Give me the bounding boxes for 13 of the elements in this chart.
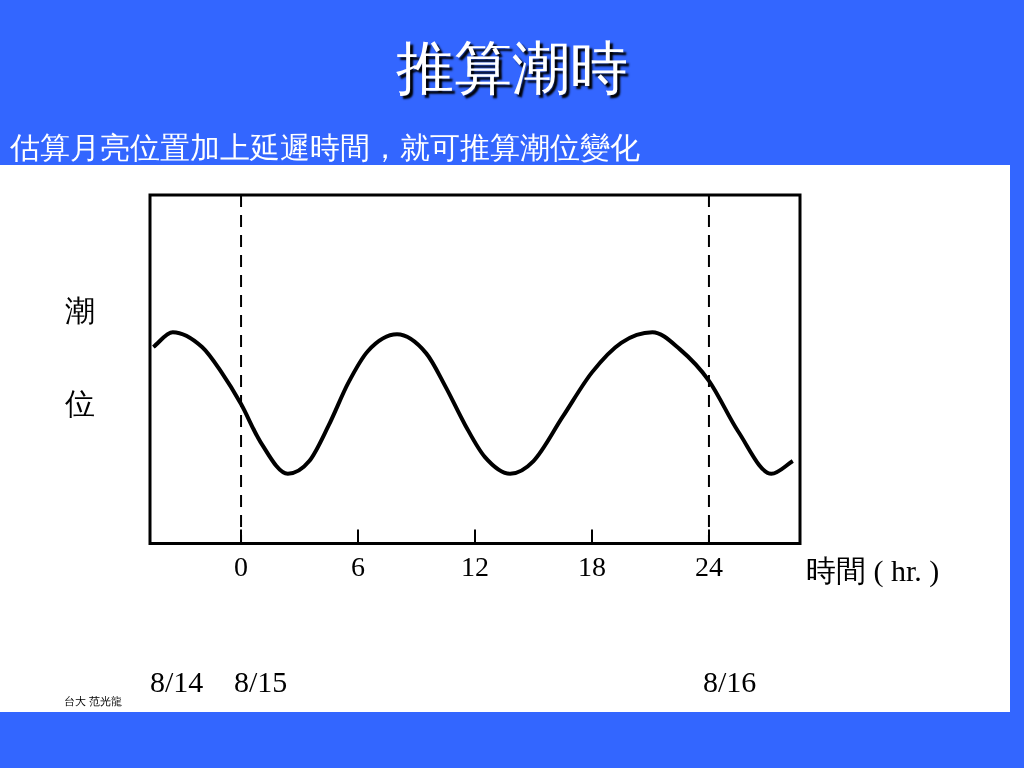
- text: 8/15: [234, 665, 288, 699]
- x-tick-label: 18: [577, 550, 606, 582]
- x-axis-title: 時間 ( hr. ): [806, 554, 940, 589]
- text: 8/14: [150, 665, 204, 699]
- chart-title: 推算潮時: [395, 35, 629, 103]
- x-tick-label: 24: [694, 550, 723, 582]
- chart-subtitle: 估算月亮位置加上延遲時間，就可推算潮位變化: [10, 129, 640, 167]
- x-tick-label: 12: [461, 550, 489, 582]
- text: 8/16: [703, 665, 757, 699]
- x-tick-label: 0: [234, 550, 249, 582]
- x-tick-label: 6: [351, 550, 366, 582]
- text: 潮位: [65, 293, 95, 420]
- text: 台大 范光龍: [64, 694, 123, 709]
